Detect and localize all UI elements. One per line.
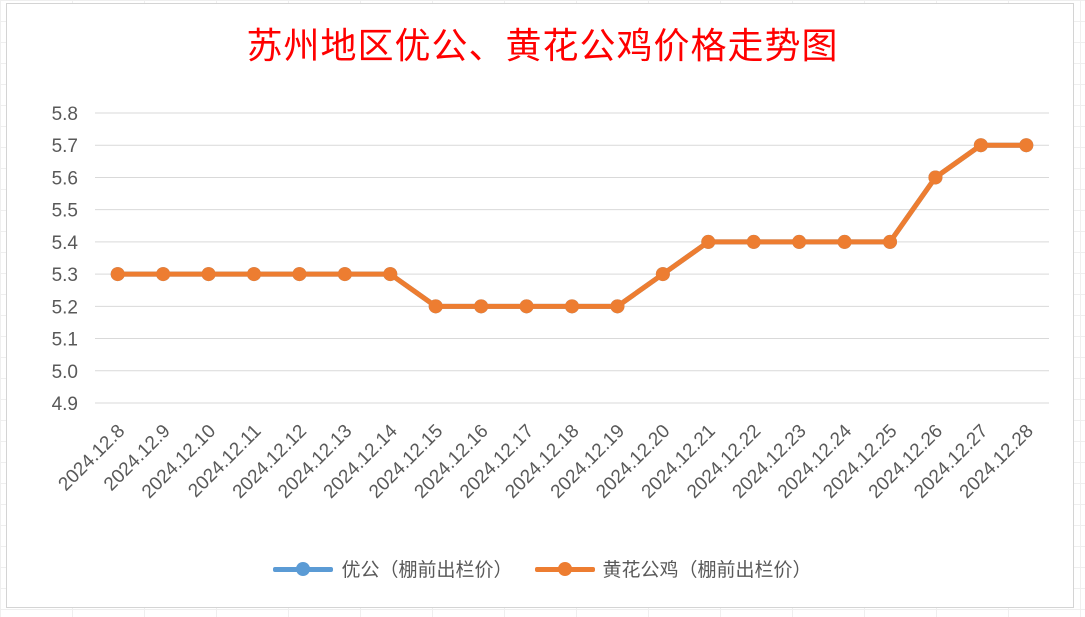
data-point[interactable]	[655, 267, 670, 282]
legend-label-series-1: 优公（棚前出栏价）	[341, 559, 513, 581]
data-point[interactable]	[701, 234, 716, 249]
y-tick-label: 5.8	[52, 104, 78, 125]
y-tick-label: 5.0	[52, 362, 78, 383]
data-point[interactable]	[519, 299, 534, 314]
series-layer	[110, 138, 1034, 314]
data-point[interactable]	[837, 234, 852, 249]
legend-swatch-series-1-icon	[273, 561, 334, 576]
legend-item-series-2[interactable]: 黄花公鸡（棚前出栏价）	[534, 555, 812, 582]
y-tick-label: 4.9	[52, 394, 78, 415]
y-tick-label: 5.5	[52, 201, 78, 222]
y-tick-label: 5.6	[52, 168, 78, 189]
data-point[interactable]	[428, 299, 443, 314]
data-point[interactable]	[792, 234, 807, 249]
data-point[interactable]	[746, 234, 761, 249]
data-point[interactable]	[883, 234, 897, 249]
data-point[interactable]	[610, 299, 625, 314]
y-axis-ticks: 5.8 5.7 5.6 5.5 5.4 5.3 5.2 5.1 5.0 4.9	[52, 104, 79, 415]
data-point[interactable]	[928, 170, 943, 185]
series-line-1	[115, 142, 1029, 309]
data-point[interactable]	[383, 267, 398, 282]
y-tick-label: 5.2	[52, 297, 78, 318]
legend-swatch-series-2-icon	[534, 561, 595, 576]
series-line-2	[115, 142, 1029, 309]
data-point[interactable]	[1019, 138, 1034, 153]
data-point[interactable]	[201, 267, 216, 282]
data-point[interactable]	[337, 267, 352, 282]
legend: 优公（棚前出栏价） 黄花公鸡（棚前出栏价）	[0, 555, 1085, 582]
y-tick-label: 5.4	[52, 233, 79, 254]
y-tick-label: 5.3	[52, 265, 78, 286]
data-point[interactable]	[292, 267, 307, 282]
data-point[interactable]	[156, 267, 171, 282]
series-1	[110, 138, 1034, 314]
gridlines	[95, 112, 1049, 404]
data-point[interactable]	[247, 267, 261, 282]
data-point[interactable]	[110, 267, 125, 282]
y-tick-label: 5.1	[52, 330, 78, 351]
data-point[interactable]	[565, 299, 579, 314]
y-tick-label: 5.7	[52, 136, 78, 157]
data-point[interactable]	[474, 299, 489, 314]
x-axis-ticks: 2024.12.82024.12.92024.12.102024.12.1120…	[55, 420, 1038, 502]
chart-title: 苏州地区优公、黄花公鸡价格走势图	[246, 26, 839, 67]
series-2	[110, 138, 1034, 314]
data-point[interactable]	[973, 138, 988, 153]
legend-label-series-2: 黄花公鸡（棚前出栏价）	[602, 559, 812, 581]
legend-item-series-1[interactable]: 优公（棚前出栏价）	[273, 555, 513, 582]
